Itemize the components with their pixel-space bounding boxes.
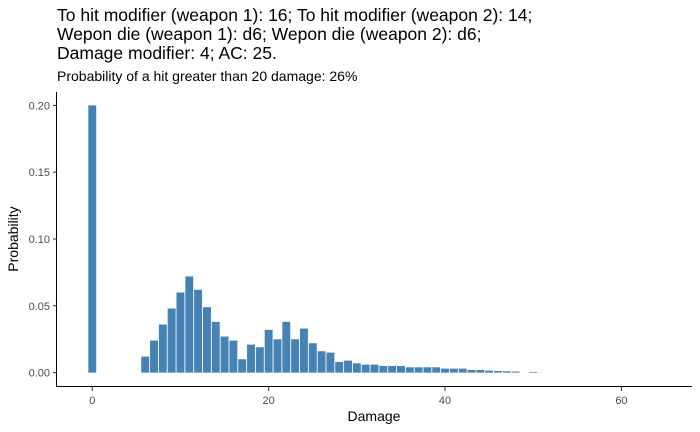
bar-damage-41 bbox=[449, 368, 458, 373]
bar-damage-12 bbox=[194, 289, 203, 373]
bar-damage-32 bbox=[370, 364, 379, 373]
bar-damage-7 bbox=[150, 340, 158, 373]
bar-damage-0 bbox=[88, 105, 97, 373]
bar-damage-31 bbox=[361, 364, 370, 373]
bar-damage-19 bbox=[255, 347, 264, 373]
bar-damage-11 bbox=[185, 276, 194, 373]
bar-damage-25 bbox=[308, 343, 317, 373]
x-ticks-group: 0 20 40 60 bbox=[89, 387, 628, 407]
bar-damage-40 bbox=[441, 368, 450, 373]
bar-damage-47 bbox=[502, 371, 511, 373]
bar-damage-21 bbox=[273, 339, 282, 373]
title-line-2: Wepon die (weapon 1): d6; Wepon die (wea… bbox=[57, 24, 482, 44]
bar-damage-39 bbox=[432, 367, 441, 373]
y-tick-label: 0.00 bbox=[29, 368, 50, 380]
bar-damage-26 bbox=[317, 351, 326, 373]
bar-damage-23 bbox=[291, 339, 300, 373]
bar-damage-50 bbox=[529, 371, 538, 373]
y-tick-label: 0.05 bbox=[29, 301, 50, 313]
y-ticks-group: 0.00 0.05 0.10 0.15 0.20 bbox=[29, 100, 57, 380]
bar-damage-38 bbox=[423, 367, 432, 373]
bar-damage-9 bbox=[167, 308, 176, 373]
bar-damage-48 bbox=[511, 371, 520, 373]
y-tick-label: 0.20 bbox=[29, 100, 50, 112]
bar-damage-20 bbox=[264, 329, 273, 373]
bar-damage-24 bbox=[299, 328, 308, 373]
bar-damage-46 bbox=[494, 371, 502, 373]
bar-damage-17 bbox=[238, 359, 247, 373]
bar-damage-16 bbox=[229, 340, 238, 373]
bar-damage-22 bbox=[282, 321, 291, 373]
bar-damage-44 bbox=[476, 369, 485, 373]
x-axis-title: Damage bbox=[348, 408, 401, 424]
bar-damage-6 bbox=[141, 356, 150, 373]
x-tick-label: 60 bbox=[615, 395, 627, 407]
bar-damage-34 bbox=[388, 365, 397, 373]
bar-damage-33 bbox=[379, 365, 388, 373]
x-tick-label: 0 bbox=[89, 395, 95, 407]
chart-subtitle: Probability of a hit greater than 20 dam… bbox=[57, 68, 358, 84]
bar-damage-8 bbox=[158, 324, 167, 373]
bar-damage-45 bbox=[485, 370, 494, 373]
x-tick-label: 40 bbox=[439, 395, 451, 407]
y-tick-label: 0.10 bbox=[29, 234, 50, 246]
y-axis-title: Probability bbox=[5, 206, 21, 271]
bar-damage-29 bbox=[344, 360, 353, 373]
bar-damage-15 bbox=[220, 336, 229, 373]
bar-damage-30 bbox=[352, 363, 361, 373]
bar-damage-28 bbox=[335, 361, 344, 373]
chart-title: To hit modifier (weapon 1): 16; To hit m… bbox=[57, 6, 532, 63]
bar-damage-37 bbox=[414, 367, 423, 373]
bar-damage-10 bbox=[176, 292, 185, 373]
bars-group bbox=[88, 105, 538, 373]
bar-damage-35 bbox=[396, 365, 405, 373]
x-tick-label: 20 bbox=[263, 395, 275, 407]
title-line-1: To hit modifier (weapon 1): 16; To hit m… bbox=[57, 5, 533, 25]
bar-damage-14 bbox=[211, 321, 220, 373]
bar-damage-42 bbox=[458, 368, 467, 373]
y-tick-label: 0.15 bbox=[29, 167, 50, 179]
bar-damage-13 bbox=[202, 307, 211, 373]
title-line-3: Damage modifier: 4; AC: 25. bbox=[57, 43, 277, 63]
bar-damage-27 bbox=[326, 352, 335, 373]
bar-damage-36 bbox=[405, 367, 414, 373]
bar-damage-18 bbox=[247, 344, 255, 373]
bar-damage-43 bbox=[467, 369, 476, 373]
